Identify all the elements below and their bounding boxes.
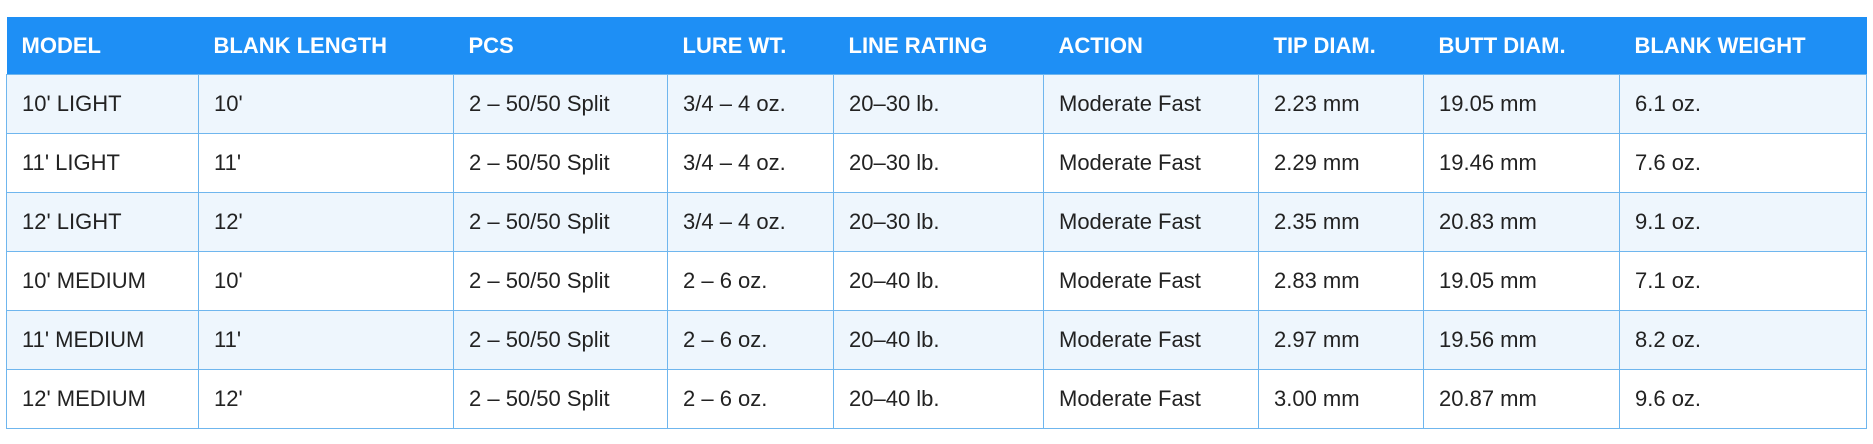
table-row: 11' MEDIUM 11' 2 – 50/50 Split 2 – 6 oz. 20–… [6,310,1867,370]
table-cell: 2.29 mm [1258,133,1424,193]
table-cell: 11' [198,133,454,193]
table-cell: 10' LIGHT [6,74,199,134]
table-row: 12' MEDIUM 12' 2 – 50/50 Split 2 – 6 oz. 20–… [6,369,1867,429]
header-row: MODEL BLANK LENGTH PCS LURE WT. LINE RATING A… [6,17,1867,75]
table-cell: 12' LIGHT [6,192,199,252]
table-cell: 12' [198,192,454,252]
table-cell: 3.00 mm [1258,369,1424,429]
table-cell: 3/4 – 4 oz. [667,192,834,252]
table-cell: Moderate Fast [1043,192,1259,252]
table-cell: 10' MEDIUM [6,251,199,311]
header-cell: TIP DIAM. [1258,17,1424,75]
table-cell: 2 – 50/50 Split [453,310,668,370]
table-cell: 10' [198,251,454,311]
table-cell: 9.6 oz. [1619,369,1867,429]
table-cell: Moderate Fast [1043,133,1259,193]
table-cell: 2 – 50/50 Split [453,192,668,252]
table-cell: 8.2 oz. [1619,310,1867,370]
table-row: 10' MEDIUM 10' 2 – 50/50 Split 2 – 6 oz. 20–… [6,251,1867,311]
table-cell: Moderate Fast [1043,369,1259,429]
table-cell: 20.83 mm [1423,192,1620,252]
table-cell: Moderate Fast [1043,310,1259,370]
table-cell: 11' LIGHT [6,133,199,193]
table-cell: 20–30 lb. [833,192,1044,252]
specs-table: MODEL BLANK LENGTH PCS LURE WT. LINE RATING A… [6,17,1867,429]
header-cell: LINE RATING [833,17,1044,75]
header-cell: BLANK LENGTH [198,17,454,75]
table-cell: 2 – 50/50 Split [453,369,668,429]
table-cell: 11' MEDIUM [6,310,199,370]
table-cell: 2 – 6 oz. [667,251,834,311]
table-cell: Moderate Fast [1043,74,1259,134]
header-cell: ACTION [1043,17,1259,75]
table-cell: 19.05 mm [1423,74,1620,134]
table-row: 10' LIGHT 10' 2 – 50/50 Split 3/4 – 4 oz. 20… [6,74,1867,134]
header-cell: LURE WT. [667,17,834,75]
table-cell: 20–30 lb. [833,74,1044,134]
table-cell: 20–40 lb. [833,310,1044,370]
table-cell: 20–40 lb. [833,369,1044,429]
header-cell: BLANK WEIGHT [1619,17,1867,75]
header-cell: PCS [453,17,668,75]
table-cell: 2 – 50/50 Split [453,251,668,311]
table-cell: 2.83 mm [1258,251,1424,311]
table-cell: 19.46 mm [1423,133,1620,193]
table-cell: 2 – 50/50 Split [453,74,668,134]
table-cell: 20.87 mm [1423,369,1620,429]
table-cell: 20–40 lb. [833,251,1044,311]
table-row: 12' LIGHT 12' 2 – 50/50 Split 3/4 – 4 oz. 20… [6,192,1867,252]
table-cell: 3/4 – 4 oz. [667,74,834,134]
table-cell: 12' [198,369,454,429]
table-cell: 2 – 6 oz. [667,310,834,370]
header-cell: BUTT DIAM. [1423,17,1620,75]
table-cell: 12' MEDIUM [6,369,199,429]
table-cell: 7.1 oz. [1619,251,1867,311]
table-cell: 2 – 6 oz. [667,369,834,429]
table-row: 11' LIGHT 11' 2 – 50/50 Split 3/4 – 4 oz. 20… [6,133,1867,193]
table-cell: 2.97 mm [1258,310,1424,370]
table-cell: 2 – 50/50 Split [453,133,668,193]
table-cell: 20–30 lb. [833,133,1044,193]
table-cell: 2.23 mm [1258,74,1424,134]
table-cell: 19.56 mm [1423,310,1620,370]
table-cell: Moderate Fast [1043,251,1259,311]
table-header: MODEL BLANK LENGTH PCS LURE WT. LINE RATING A… [6,17,1867,75]
table-cell: 6.1 oz. [1619,74,1867,134]
table-cell: 11' [198,310,454,370]
table-body: 10' LIGHT 10' 2 – 50/50 Split 3/4 – 4 oz. 20… [6,74,1867,429]
header-cell: MODEL [6,17,199,75]
table-cell: 7.6 oz. [1619,133,1867,193]
table-cell: 19.05 mm [1423,251,1620,311]
table-cell: 2.35 mm [1258,192,1424,252]
table-cell: 10' [198,74,454,134]
table-cell: 3/4 – 4 oz. [667,133,834,193]
table-cell: 9.1 oz. [1619,192,1867,252]
